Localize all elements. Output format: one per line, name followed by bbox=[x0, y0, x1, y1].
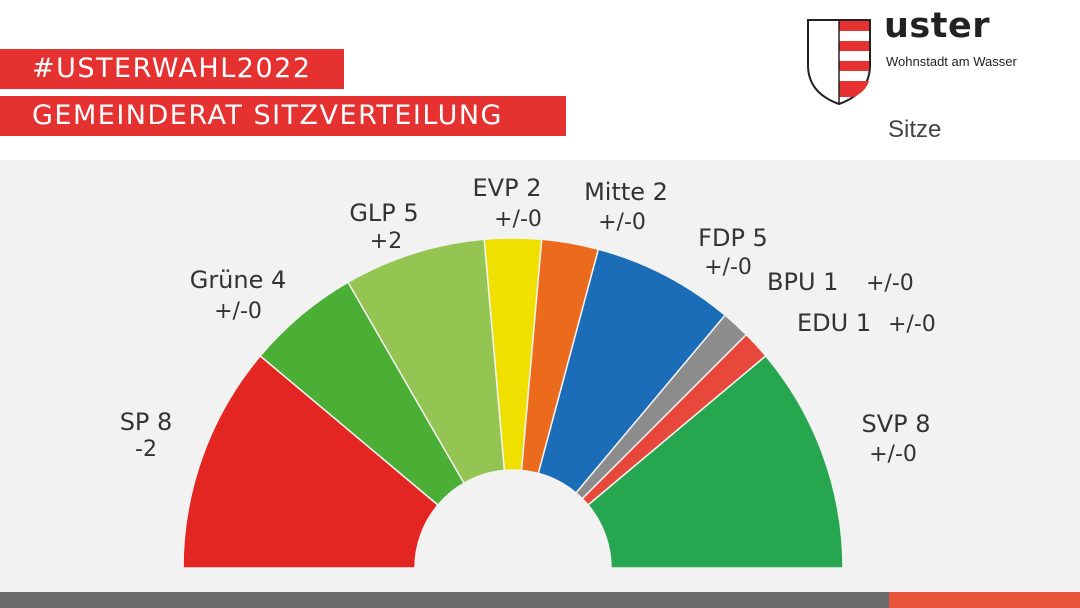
party-change-sp: -2 bbox=[135, 437, 157, 462]
party-change-grüne: +/-0 bbox=[214, 299, 262, 324]
party-label-bpu: BPU 1 bbox=[767, 268, 838, 296]
logo-tagline: Wohnstadt am Wasser bbox=[886, 54, 1017, 69]
party-label-evp: EVP 2 bbox=[473, 174, 542, 202]
party-label-sp: SP 8 bbox=[120, 408, 173, 436]
title-banner: GEMEINDERAT SITZVERTEILUNG bbox=[0, 96, 566, 136]
party-label-svp: SVP 8 bbox=[861, 410, 930, 438]
party-change-svp: +/-0 bbox=[869, 442, 917, 467]
party-label-grüne: Grüne 4 bbox=[190, 266, 287, 294]
party-change-glp: +2 bbox=[370, 229, 402, 254]
party-label-fdp: FDP 5 bbox=[698, 224, 768, 252]
party-label-edu: EDU 1 bbox=[797, 309, 871, 337]
party-change-edu: +/-0 bbox=[888, 312, 936, 337]
party-change-mitte: +/-0 bbox=[598, 210, 646, 235]
footer-bar bbox=[0, 592, 1080, 608]
logo-wordmark: uster bbox=[884, 6, 990, 46]
footer-accent bbox=[889, 592, 1080, 608]
party-change-evp: +/-0 bbox=[494, 207, 542, 232]
hashtag-banner: #USTERWAHL2022 bbox=[0, 49, 344, 89]
seat-segment-svp bbox=[587, 354, 844, 569]
party-change-bpu: +/-0 bbox=[866, 271, 914, 296]
seat-segment-sp bbox=[182, 354, 439, 569]
party-label-mitte: Mitte 2 bbox=[584, 178, 668, 206]
uster-coat-of-arms-icon bbox=[807, 19, 871, 106]
party-label-glp: GLP 5 bbox=[349, 199, 418, 227]
party-change-fdp: +/-0 bbox=[704, 255, 752, 280]
unit-label: Sitze bbox=[888, 116, 942, 143]
